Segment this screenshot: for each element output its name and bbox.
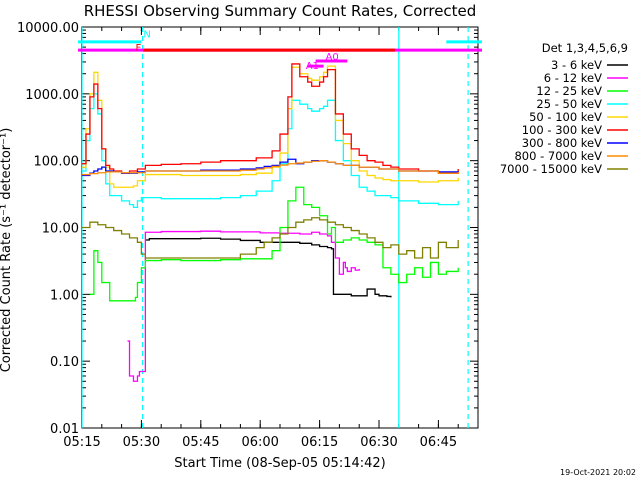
- series-line: [145, 237, 392, 298]
- legend-label: 100 - 300 keV: [522, 123, 602, 137]
- series-line: [82, 160, 459, 176]
- x-tick-label: 06:00: [241, 435, 278, 450]
- footer-timestamp: 19-Oct-2021 20:02: [560, 468, 636, 477]
- y-tick-label: 1.00: [50, 288, 79, 303]
- series-line: [89, 186, 459, 302]
- x-tick-label: 05:15: [63, 435, 100, 450]
- y-tick-label: 1000.00: [25, 88, 79, 103]
- x-tick-label: 05:30: [123, 435, 160, 450]
- legend-title: Det 1,3,4,5,6,9: [542, 41, 628, 55]
- y-tick-label: 0.10: [50, 355, 79, 370]
- plot-area: 10000.001000.00100.0010.001.000.100.0105…: [17, 21, 482, 450]
- series-line: [127, 230, 360, 382]
- legend-label: 3 - 6 keV: [551, 58, 602, 72]
- y-tick-label: 10000.00: [17, 21, 79, 36]
- y-tick-label: 10.00: [42, 222, 79, 237]
- y-tick-label: 0.01: [50, 422, 79, 437]
- x-tick-label: 06:15: [301, 435, 338, 450]
- y-axis-label: Corrected Count Rate (s⁻¹ detector⁻¹): [0, 128, 14, 373]
- annotation-label: N: [143, 29, 150, 40]
- data-group: [82, 27, 469, 428]
- series-line: [82, 93, 459, 209]
- legend-label: 6 - 12 keV: [544, 71, 602, 85]
- legend-label: 800 - 7000 keV: [514, 149, 602, 163]
- x-tick-label: 05:45: [182, 435, 219, 450]
- series-line: [82, 63, 459, 174]
- y-tick-label: 100.00: [34, 155, 80, 170]
- legend-label: 50 - 100 keV: [529, 110, 602, 124]
- legend-label: 7000 - 15000 keV: [500, 162, 602, 176]
- x-axis-label: Start Time (08-Sep-05 05:14:42): [174, 456, 385, 471]
- annotation-label: A0: [326, 52, 339, 63]
- legend-label: 300 - 800 keV: [522, 136, 602, 150]
- series-line: [82, 65, 459, 188]
- annotation-label: F: [135, 43, 141, 54]
- annotation-label: A1: [306, 61, 319, 72]
- legend-label: 25 - 50 keV: [536, 97, 602, 111]
- legend-label: 12 - 25 keV: [536, 84, 602, 98]
- x-tick-label: 06:45: [420, 435, 457, 450]
- chart-title: RHESSI Observing Summary Count Rates, Co…: [84, 2, 477, 20]
- series-line: [82, 217, 459, 259]
- x-tick-label: 06:30: [360, 435, 397, 450]
